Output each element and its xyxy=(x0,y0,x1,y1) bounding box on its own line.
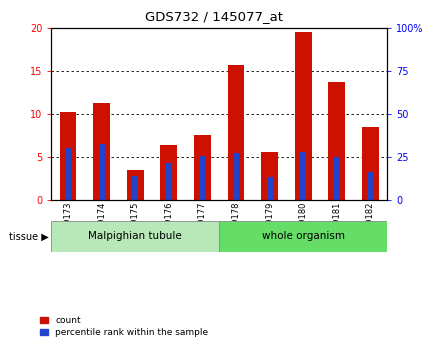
Text: Malpighian tubule: Malpighian tubule xyxy=(88,231,182,241)
Bar xyxy=(194,136,211,200)
Bar xyxy=(51,221,219,252)
Bar xyxy=(267,177,273,200)
Bar xyxy=(65,148,71,200)
Bar xyxy=(166,163,172,200)
Bar xyxy=(362,127,379,200)
Text: whole organism: whole organism xyxy=(262,231,345,241)
Text: tissue ▶: tissue ▶ xyxy=(9,231,49,241)
Text: GDS732 / 145077_at: GDS732 / 145077_at xyxy=(145,10,283,23)
Bar xyxy=(367,171,373,200)
Bar xyxy=(261,152,278,200)
Bar xyxy=(160,145,177,200)
Bar xyxy=(93,103,110,200)
Bar xyxy=(98,144,105,200)
Bar xyxy=(334,157,340,200)
Bar xyxy=(233,152,239,200)
Bar xyxy=(328,82,345,200)
Legend: count, percentile rank within the sample: count, percentile rank within the sample xyxy=(40,316,209,337)
Bar xyxy=(295,32,312,200)
Bar xyxy=(132,176,138,200)
Bar xyxy=(219,221,387,252)
Bar xyxy=(60,112,77,200)
Bar xyxy=(199,156,206,200)
Bar xyxy=(300,152,306,200)
Bar xyxy=(127,170,144,200)
Bar xyxy=(227,65,244,200)
